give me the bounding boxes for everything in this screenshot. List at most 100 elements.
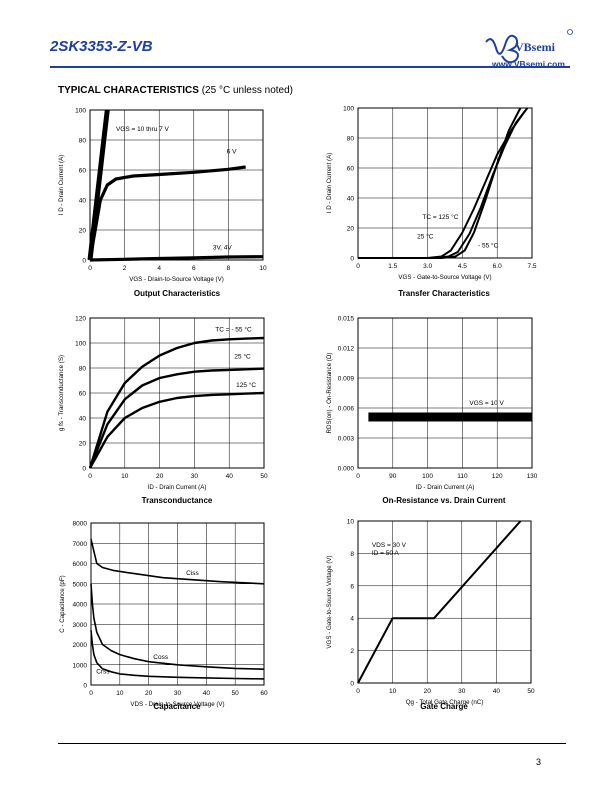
x-tick-label: 20 (156, 473, 164, 480)
y-tick-label: 0 (83, 683, 87, 690)
x-axis-label: ID - Drain Current (A) (148, 484, 207, 491)
annotation-label: Coss (153, 654, 169, 661)
y-tick-label: 100 (75, 341, 86, 348)
x-tick-label: 0 (356, 473, 360, 480)
y-tick-label: 2 (350, 648, 354, 655)
caption-gate-charge: Gate Charge (420, 702, 468, 711)
x-tick-label: 110 (457, 473, 468, 480)
gate-charge-chart: 0 10 20 30 40 50 0 2 4 6 8 10 Qg - Total Gate Charge… (326, 519, 535, 707)
section-title-note: (25 °C unless noted) (201, 85, 293, 96)
y-tick-label: 3000 (73, 622, 88, 629)
series-line-1 (90, 539, 265, 585)
x-tick-label: 2 (123, 265, 127, 272)
y-tick-label: 5000 (73, 581, 88, 588)
capacitance-chart: 0 10 20 30 40 50 60 0 1000 2000 3000 4000 5000 6000 70… (59, 521, 268, 709)
y-tick-label: 6 (350, 583, 354, 590)
series-line-3 (358, 107, 522, 259)
x-axis-label: Qg - Total Gate Charge (nC) (406, 699, 484, 706)
y-tick-label: 0.000 (338, 466, 355, 473)
x-tick-label: 4.5 (458, 263, 467, 270)
y-axis-label: g fs - Transconductance (S) (58, 355, 65, 431)
website-link[interactable]: www.VBsemi.com (492, 59, 565, 69)
annotation-label: Crss (96, 669, 110, 676)
x-tick-label: 50 (260, 473, 268, 480)
x-tick-label: 10 (389, 688, 397, 695)
y-tick-label: 0 (350, 256, 354, 263)
y-tick-label: 60 (347, 166, 355, 173)
y-axis-label: I D - Drain Current (A) (326, 153, 333, 214)
x-tick-label: 30 (191, 473, 199, 480)
x-tick-label: 3.0 (423, 263, 432, 270)
x-tick-label: 30 (174, 690, 182, 697)
x-tick-label: 130 (527, 473, 538, 480)
caption-on-resistance: On-Resistance vs. Drain Current (382, 496, 506, 505)
y-tick-label: 0.006 (338, 406, 355, 413)
series-line-2 (90, 583, 265, 670)
x-tick-label: 10 (259, 265, 267, 272)
caption-transfer: Transfer Characteristics (398, 289, 490, 298)
y-tick-label: 8 (350, 551, 354, 558)
x-tick-label: 0 (88, 473, 92, 480)
annotation-label: 3V, 4V (213, 245, 233, 252)
x-tick-label: 6.0 (493, 263, 502, 270)
y-tick-label: 0 (350, 681, 354, 688)
y-tick-label: 80 (347, 136, 355, 143)
y-tick-label: 40 (79, 416, 87, 423)
y-tick-label: 4000 (73, 602, 88, 609)
y-tick-label: 100 (75, 108, 86, 115)
section-title-bold: TYPICAL CHARACTERISTICS (58, 85, 199, 96)
annotation-label: VDS = 30 V (372, 542, 407, 549)
plot-frame (89, 109, 264, 261)
plot-frame (357, 317, 533, 469)
series-line-2 (88, 165, 246, 261)
y-tick-label: 0 (82, 466, 86, 473)
y-tick-label: 0.009 (338, 376, 355, 383)
y-tick-label: 40 (347, 196, 355, 203)
y-tick-label: 7000 (73, 541, 88, 548)
x-axis-label: VGS - Drain-to-Source Voltage (V) (129, 276, 224, 283)
annotation-label: 25 °C (417, 233, 434, 241)
annotation-label: Ciss (186, 570, 199, 577)
x-axis-label: VGS - Gate-to-Source Voltage (V) (398, 274, 491, 281)
annotation-label: TC = - 55 °C (215, 326, 252, 334)
series-line-2 (358, 107, 529, 259)
annotation-label: 25 °C (234, 353, 251, 361)
caption-transconductance: Transconductance (141, 496, 213, 505)
annotation-label: VGS = 10 thru 7 V (116, 126, 170, 133)
brand-name: VBsemi (515, 40, 555, 54)
series-line-1 (87, 109, 110, 261)
series-line-2 (88, 367, 265, 469)
x-tick-label: 40 (493, 688, 501, 695)
series-line-1 (358, 110, 526, 259)
plot-frame (90, 522, 265, 686)
y-axis-label: VGS - Gate-to-Source Voltage (V) (326, 555, 333, 648)
x-tick-label: 10 (116, 690, 124, 697)
y-tick-label: 60 (79, 168, 87, 175)
x-tick-label: 7.5 (527, 263, 536, 270)
y-tick-label: 20 (79, 441, 87, 448)
y-tick-label: 6000 (73, 561, 88, 568)
x-axis-label: VDS - Drain-to-Source Voltage (V) (130, 701, 224, 708)
header-rule (50, 66, 570, 68)
series-line-3 (88, 391, 265, 469)
x-tick-label: 0 (88, 265, 92, 272)
annotation-label: 125 °C (236, 381, 256, 389)
x-tick-label: 20 (424, 688, 432, 695)
x-tick-label: 100 (422, 473, 433, 480)
x-tick-label: 50 (527, 688, 535, 695)
caption-capacitance: Capacitance (153, 702, 201, 711)
x-tick-label: 30 (458, 688, 466, 695)
y-tick-label: 100 (343, 106, 354, 113)
series-line-1 (88, 336, 265, 469)
y-tick-label: 0 (82, 258, 86, 265)
y-axis-label: C - Capacitance (pF) (59, 575, 66, 632)
x-tick-label: 0 (356, 688, 360, 695)
y-tick-label: 1000 (73, 662, 88, 669)
annotation-label: 6 V (227, 149, 237, 156)
x-tick-label: 60 (260, 690, 268, 697)
annotation-label: VGS = 10 V (469, 400, 504, 407)
x-tick-label: 50 (232, 690, 240, 697)
page-number: 3 (536, 757, 542, 767)
footer-rule (58, 743, 566, 744)
